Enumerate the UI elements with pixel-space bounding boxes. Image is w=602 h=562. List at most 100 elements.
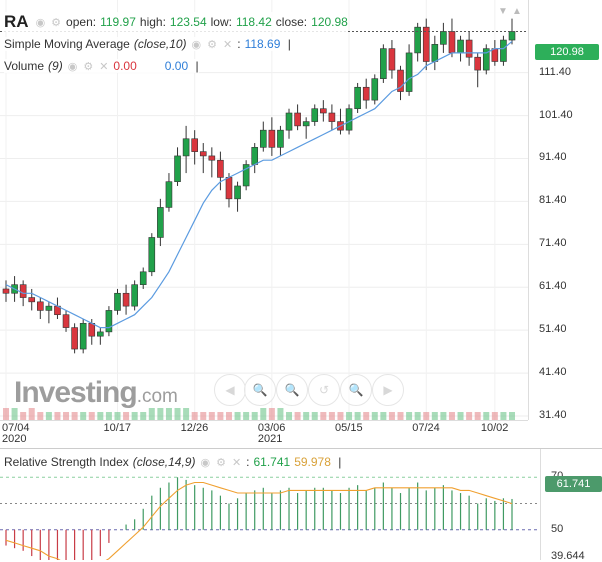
sma-settings-icon[interactable]: ⚙ bbox=[207, 38, 218, 51]
volume-bar bbox=[457, 412, 464, 420]
candle bbox=[397, 65, 404, 101]
rsi-settings-icon[interactable]: ⚙ bbox=[216, 456, 226, 469]
volume-bar bbox=[157, 408, 164, 420]
zoom-out-button[interactable]: 🔍 bbox=[276, 374, 308, 406]
candle bbox=[71, 323, 78, 354]
volume-bar bbox=[466, 412, 473, 420]
volume-eye-icon[interactable]: ◉ bbox=[67, 60, 78, 73]
volume-bar bbox=[337, 412, 344, 420]
candle bbox=[345, 104, 353, 135]
volume-close-icon[interactable]: ✕ bbox=[99, 60, 109, 73]
candle bbox=[217, 151, 224, 191]
price-axis: 111.40 101.40 91.40 81.40 71.40 61.40 51.40 41.… bbox=[528, 0, 602, 421]
volume-bar bbox=[54, 412, 61, 420]
price-tick-label: 101.40 bbox=[539, 108, 573, 121]
rsi-chart[interactable] bbox=[0, 449, 540, 560]
sma-legend: Simple Moving Average (close,10) ◉ ⚙ ✕ :… bbox=[4, 37, 291, 51]
candle bbox=[259, 121, 267, 152]
candle bbox=[294, 104, 301, 131]
time-tick-label: 05/15 bbox=[335, 422, 363, 434]
price-tick-label: 31.40 bbox=[539, 409, 567, 421]
rsi-eye-icon[interactable]: ◉ bbox=[200, 456, 211, 469]
volume-bar bbox=[80, 412, 87, 420]
candle bbox=[208, 147, 216, 178]
candle bbox=[97, 327, 104, 345]
open-value: 119.97 bbox=[100, 15, 136, 29]
volume-settings-icon[interactable]: ⚙ bbox=[83, 60, 94, 73]
time-tick-label: 12/26 bbox=[180, 422, 209, 434]
chevron-down-icon[interactable]: ▼ bbox=[498, 6, 508, 17]
volume-bar bbox=[388, 412, 395, 420]
volume-bar bbox=[11, 408, 18, 420]
candle bbox=[62, 310, 70, 332]
volume-bar bbox=[286, 412, 293, 420]
candle bbox=[422, 18, 430, 71]
high-value: 123.54 bbox=[169, 15, 207, 29]
candle bbox=[371, 74, 379, 105]
volume-bar bbox=[500, 412, 507, 420]
volume-bar bbox=[448, 412, 455, 420]
candle bbox=[482, 44, 490, 75]
rsi-panel-border bbox=[0, 448, 602, 449]
rsi-axis: 705039.644 bbox=[540, 449, 602, 562]
volume-bar bbox=[509, 412, 515, 420]
candle bbox=[105, 306, 113, 337]
scroll-right-button[interactable]: ▶ bbox=[372, 374, 404, 406]
volume-bar bbox=[431, 412, 438, 420]
candle bbox=[268, 117, 276, 156]
volume-bar bbox=[63, 412, 70, 420]
volume-bar bbox=[165, 408, 172, 420]
zoom-reset-button[interactable]: 🔍 bbox=[340, 374, 372, 406]
price-tick-label: 51.40 bbox=[539, 323, 567, 336]
sma-close-icon[interactable]: ✕ bbox=[223, 38, 233, 51]
volume-label: Volume bbox=[4, 59, 45, 73]
price-tick-label: 111.40 bbox=[539, 65, 572, 78]
scroll-left-button[interactable]: ◀ bbox=[214, 374, 246, 406]
rsi-label: Relative Strength Index bbox=[4, 455, 129, 469]
eye-icon[interactable]: ◉ bbox=[35, 16, 46, 29]
volume-bar bbox=[3, 408, 9, 420]
candle bbox=[328, 104, 336, 131]
panel-settings-icon[interactable]: ▲ bbox=[512, 6, 522, 17]
volume-bar bbox=[303, 412, 310, 420]
low-label: low: bbox=[210, 15, 232, 29]
volume-bar bbox=[234, 412, 241, 420]
candle bbox=[165, 173, 173, 212]
settings-icon[interactable]: ⚙ bbox=[51, 16, 62, 29]
candle bbox=[191, 130, 198, 165]
volume-bar bbox=[243, 412, 250, 420]
volume-bar bbox=[406, 412, 413, 420]
volume-bar bbox=[474, 412, 481, 420]
time-tick-label: 03/06 2021 bbox=[257, 422, 286, 445]
price-chart[interactable] bbox=[0, 0, 528, 420]
candle bbox=[302, 117, 310, 139]
rsi-signal-line bbox=[5, 481, 513, 560]
volume-bar bbox=[183, 408, 190, 420]
sma-eye-icon[interactable]: ◉ bbox=[191, 38, 202, 51]
candle bbox=[148, 233, 156, 277]
volume-bar bbox=[88, 412, 95, 420]
zoom-in-button[interactable]: 🔍 bbox=[244, 374, 276, 406]
volume-bar bbox=[380, 412, 387, 420]
volume-bar bbox=[423, 412, 430, 420]
candle bbox=[37, 297, 44, 320]
volume-bar bbox=[311, 412, 318, 420]
volume-bar bbox=[328, 412, 335, 420]
candle bbox=[362, 78, 370, 109]
volume-bar bbox=[260, 408, 267, 420]
candle bbox=[500, 35, 507, 66]
volume-legend: Volume (9) ◉ ⚙ ✕ 0.00 0.00 | bbox=[4, 59, 199, 73]
time-tick-label: 07/04 2020 bbox=[2, 422, 30, 445]
volume-bar bbox=[105, 412, 112, 420]
rsi-current-tag: 61.741 bbox=[545, 476, 602, 492]
volume-bar bbox=[200, 412, 207, 420]
candle bbox=[131, 280, 138, 311]
volume-bar bbox=[277, 408, 284, 420]
reset-chart-button[interactable]: ↺ bbox=[308, 374, 340, 406]
candle bbox=[465, 31, 473, 66]
time-tick-label: 10/17 bbox=[103, 422, 132, 434]
rsi-close-icon[interactable]: ✕ bbox=[231, 456, 242, 469]
volume-bar bbox=[414, 412, 421, 420]
low-value: 118.42 bbox=[235, 15, 272, 29]
volume-bar bbox=[114, 412, 121, 420]
